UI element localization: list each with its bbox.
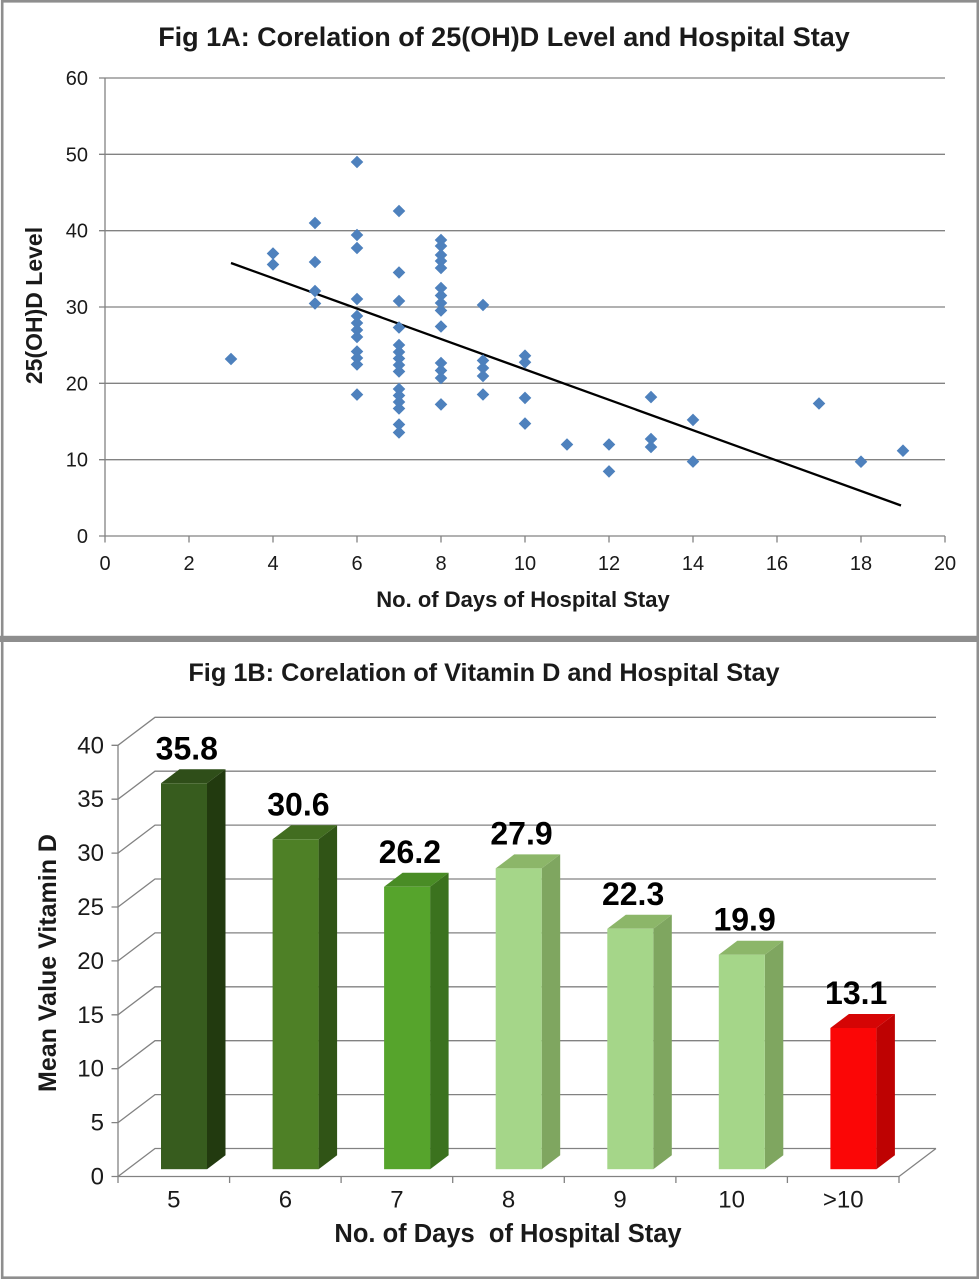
svg-text:50: 50 [66, 144, 88, 166]
svg-text:5: 5 [91, 1110, 104, 1137]
svg-text:26.2: 26.2 [379, 834, 441, 870]
svg-text:10: 10 [718, 1187, 745, 1214]
svg-text:13.1: 13.1 [825, 975, 887, 1011]
svg-text:20: 20 [66, 373, 88, 395]
svg-text:4: 4 [267, 553, 278, 575]
svg-text:6: 6 [279, 1187, 292, 1214]
svg-text:Fig 1B: Corelation of Vitamin: Fig 1B: Corelation of Vitamin D and Hosp… [188, 659, 779, 687]
svg-text:10: 10 [514, 553, 536, 575]
svg-text:9: 9 [613, 1187, 626, 1214]
svg-text:16: 16 [766, 553, 788, 575]
svg-text:10: 10 [66, 450, 88, 472]
svg-text:14: 14 [682, 553, 704, 575]
svg-text:7: 7 [390, 1187, 403, 1214]
svg-text:35.8: 35.8 [156, 730, 218, 766]
svg-text:19.9: 19.9 [713, 902, 775, 938]
svg-text:0: 0 [99, 553, 110, 575]
svg-text:>10: >10 [823, 1187, 864, 1214]
svg-text:15: 15 [77, 1002, 104, 1029]
svg-text:60: 60 [66, 68, 88, 90]
svg-text:Fig 1A: Corelation of 25(OH)D: Fig 1A: Corelation of 25(OH)D Level and … [158, 22, 850, 52]
svg-text:2: 2 [183, 553, 194, 575]
svg-text:5: 5 [167, 1187, 180, 1214]
svg-text:40: 40 [66, 221, 88, 243]
svg-text:30: 30 [77, 840, 104, 867]
svg-text:8: 8 [435, 553, 446, 575]
svg-text:25: 25 [77, 894, 104, 921]
svg-text:20: 20 [77, 948, 104, 975]
svg-text:0: 0 [91, 1164, 104, 1191]
svg-text:27.9: 27.9 [490, 815, 552, 851]
svg-text:12: 12 [598, 553, 620, 575]
svg-text:18: 18 [850, 553, 872, 575]
svg-text:20: 20 [934, 553, 956, 575]
svg-text:35: 35 [77, 786, 104, 813]
svg-text:40: 40 [77, 732, 104, 759]
svg-text:0: 0 [77, 526, 88, 548]
svg-text:8: 8 [502, 1187, 515, 1214]
svg-text:6: 6 [351, 553, 362, 575]
svg-text:Mean Value Vitamin D: Mean Value Vitamin D [34, 834, 62, 1092]
svg-text:No. of Days of Hospital Stay: No. of Days of Hospital Stay [334, 1220, 682, 1248]
svg-text:22.3: 22.3 [602, 876, 664, 912]
svg-text:No. of Days of Hospital Stay: No. of Days of Hospital Stay [376, 587, 670, 612]
svg-text:30: 30 [66, 297, 88, 319]
svg-text:10: 10 [77, 1056, 104, 1083]
svg-text:25(OH)D Level: 25(OH)D Level [21, 227, 47, 384]
svg-text:30.6: 30.6 [267, 786, 329, 822]
